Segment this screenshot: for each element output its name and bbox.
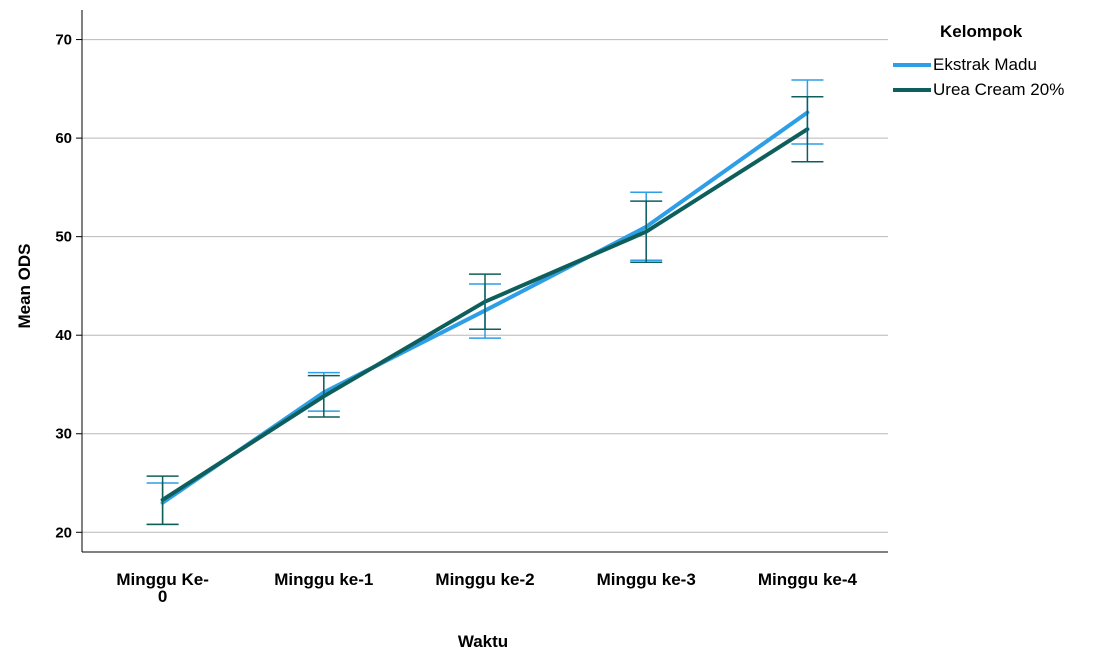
legend-swatch xyxy=(893,87,931,92)
x-tick-label: Minggu Ke- xyxy=(116,570,209,589)
y-axis-title: Mean ODS xyxy=(15,243,34,328)
y-tick-label: 40 xyxy=(55,327,72,344)
legend-title: Kelompok xyxy=(940,22,1023,41)
error-bars xyxy=(146,79,824,526)
y-tick-label: 50 xyxy=(55,229,72,246)
legend-label: Urea Cream 20% xyxy=(933,79,1065,99)
y-tick-label: 60 xyxy=(55,130,72,147)
y-tick-label: 70 xyxy=(55,32,72,49)
x-tick-label: Minggu ke-4 xyxy=(758,570,858,589)
x-axis-title: Waktu xyxy=(458,632,508,651)
y-tick-label: 20 xyxy=(55,524,72,541)
legend: Kelompok Ekstrak Madu Urea Cream 20% xyxy=(893,22,1064,102)
x-tick-label: Minggu ke-2 xyxy=(435,570,534,589)
x-tick-label: 0 xyxy=(158,587,167,606)
axes xyxy=(76,10,888,553)
x-tick-label: Minggu ke-1 xyxy=(274,570,373,589)
y-tick-labels: 20 30 40 50 60 70 xyxy=(55,32,72,542)
legend-swatch xyxy=(893,62,931,67)
x-tick-label: Minggu ke-3 xyxy=(597,570,696,589)
legend-item-urea-cream: Urea Cream 20% xyxy=(893,77,1064,102)
y-tick-label: 30 xyxy=(55,426,72,443)
x-tick-labels: Minggu Ke-0 Minggu ke-1 Minggu ke-2 Minggu … xyxy=(116,570,857,606)
legend-item-ekstrak-madu: Ekstrak Madu xyxy=(893,52,1064,77)
legend-label: Ekstrak Madu xyxy=(933,54,1037,74)
